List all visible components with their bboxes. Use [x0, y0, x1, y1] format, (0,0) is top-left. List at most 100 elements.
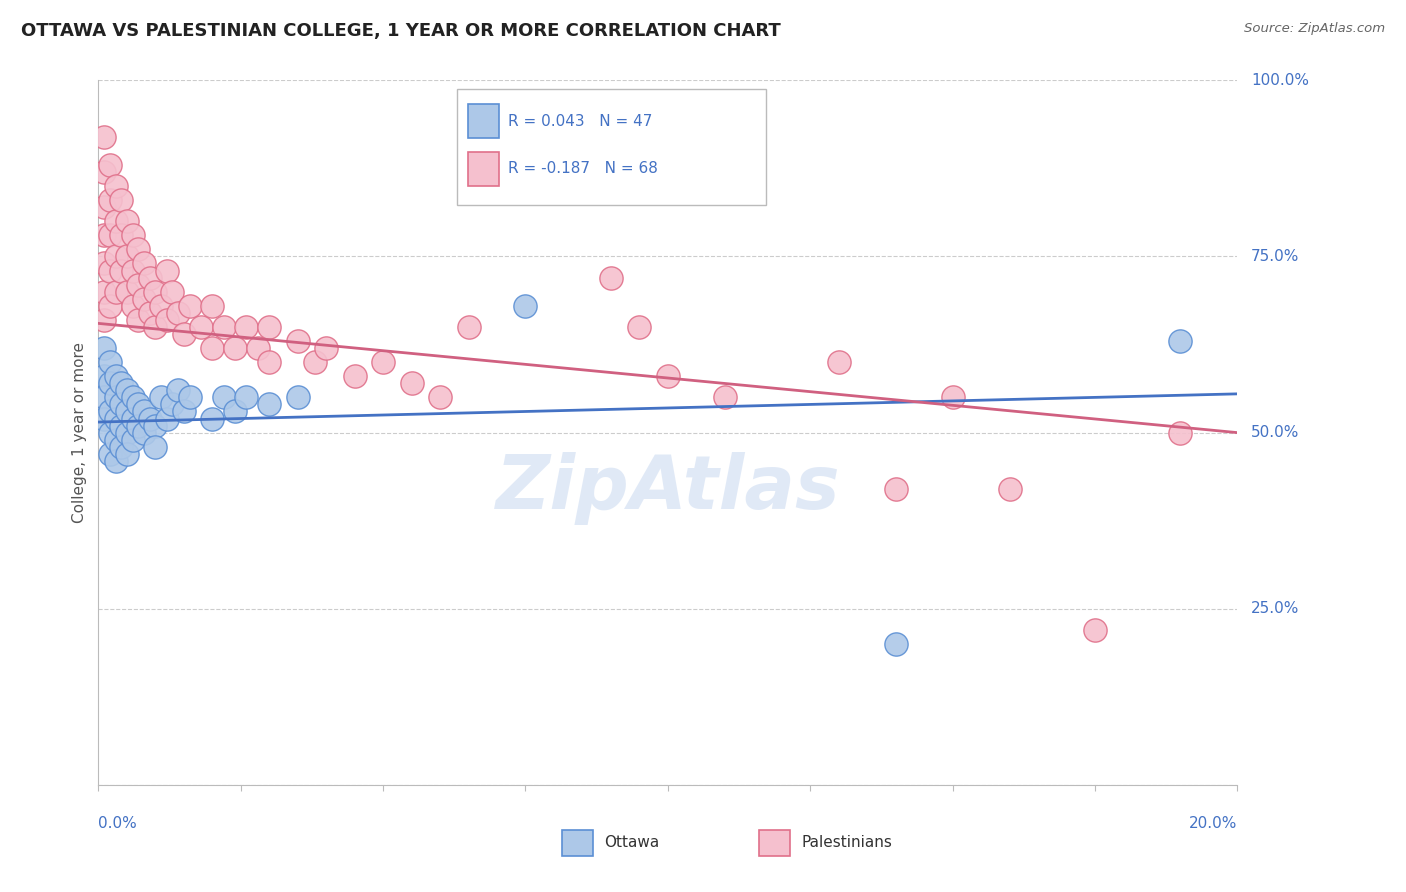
Text: R = 0.043   N = 47: R = 0.043 N = 47: [508, 114, 652, 128]
Point: [1084, 623, 1107, 637]
Point: [156, 411, 179, 425]
Point: [115, 214, 138, 228]
Point: [138, 411, 160, 425]
Point: [600, 270, 623, 285]
Point: [457, 320, 479, 334]
Point: [110, 418, 132, 433]
Point: [942, 391, 965, 405]
Point: [98, 355, 121, 369]
Point: [145, 440, 167, 454]
Point: [93, 228, 115, 243]
Point: [110, 397, 132, 411]
Point: [150, 299, 173, 313]
Point: [162, 285, 184, 299]
Text: Source: ZipAtlas.com: Source: ZipAtlas.com: [1244, 22, 1385, 36]
Point: [121, 433, 143, 447]
Point: [104, 433, 127, 447]
Point: [121, 228, 143, 243]
Text: 75.0%: 75.0%: [1251, 249, 1299, 264]
Point: [121, 263, 143, 277]
Point: [98, 376, 121, 391]
Point: [115, 250, 138, 264]
Point: [93, 285, 115, 299]
Point: [110, 263, 132, 277]
Point: [110, 193, 132, 207]
Point: [259, 355, 281, 369]
Point: [179, 391, 201, 405]
Point: [98, 193, 121, 207]
Point: [110, 228, 132, 243]
Point: [127, 277, 149, 292]
Text: R = -0.187   N = 68: R = -0.187 N = 68: [508, 161, 658, 176]
Point: [179, 299, 201, 313]
Point: [156, 313, 179, 327]
Point: [998, 482, 1021, 496]
Point: [138, 306, 160, 320]
Text: 100.0%: 100.0%: [1251, 73, 1309, 87]
Point: [115, 384, 138, 398]
Point: [93, 341, 115, 355]
Point: [828, 355, 851, 369]
Point: [657, 369, 679, 384]
Point: [287, 334, 309, 348]
Point: [98, 158, 121, 172]
Text: 20.0%: 20.0%: [1189, 815, 1237, 830]
Text: Ottawa: Ottawa: [605, 836, 659, 850]
Point: [145, 418, 167, 433]
Point: [315, 341, 337, 355]
Point: [98, 447, 121, 461]
Point: [884, 637, 907, 651]
Text: OTTAWA VS PALESTINIAN COLLEGE, 1 YEAR OR MORE CORRELATION CHART: OTTAWA VS PALESTINIAN COLLEGE, 1 YEAR OR…: [21, 22, 780, 40]
Point: [110, 440, 132, 454]
Point: [98, 425, 121, 440]
Point: [212, 391, 235, 405]
Point: [145, 320, 167, 334]
Text: 50.0%: 50.0%: [1251, 425, 1299, 440]
Point: [224, 404, 246, 418]
Point: [93, 129, 115, 144]
Point: [714, 391, 737, 405]
Point: [121, 411, 143, 425]
Point: [104, 411, 127, 425]
Point: [173, 404, 195, 418]
Point: [121, 299, 143, 313]
Point: [115, 285, 138, 299]
Point: [104, 285, 127, 299]
Point: [201, 341, 224, 355]
Text: 0.0%: 0.0%: [98, 815, 138, 830]
Point: [246, 341, 269, 355]
Point: [115, 404, 138, 418]
Point: [167, 306, 190, 320]
Point: [259, 320, 281, 334]
Point: [132, 404, 155, 418]
Point: [104, 391, 127, 405]
Point: [98, 299, 121, 313]
Point: [93, 391, 115, 405]
Point: [201, 299, 224, 313]
Point: [98, 228, 121, 243]
Point: [224, 341, 246, 355]
Point: [429, 391, 451, 405]
Point: [93, 200, 115, 214]
Point: [145, 285, 167, 299]
Point: [343, 369, 366, 384]
Point: [138, 270, 160, 285]
Point: [104, 178, 127, 194]
Point: [884, 482, 907, 496]
Point: [201, 411, 224, 425]
Point: [156, 263, 179, 277]
Point: [93, 165, 115, 179]
Point: [98, 263, 121, 277]
Point: [628, 320, 651, 334]
Point: [132, 425, 155, 440]
Point: [93, 256, 115, 270]
Point: [190, 320, 212, 334]
Point: [132, 292, 155, 306]
Point: [259, 397, 281, 411]
Point: [173, 326, 195, 341]
Point: [104, 454, 127, 468]
Point: [235, 391, 257, 405]
Point: [115, 425, 138, 440]
Point: [115, 447, 138, 461]
Point: [1170, 334, 1192, 348]
